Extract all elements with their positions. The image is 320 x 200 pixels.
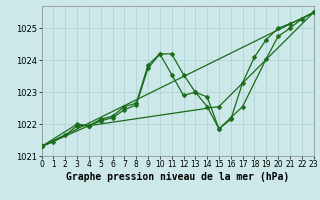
X-axis label: Graphe pression niveau de la mer (hPa): Graphe pression niveau de la mer (hPa) xyxy=(66,172,289,182)
